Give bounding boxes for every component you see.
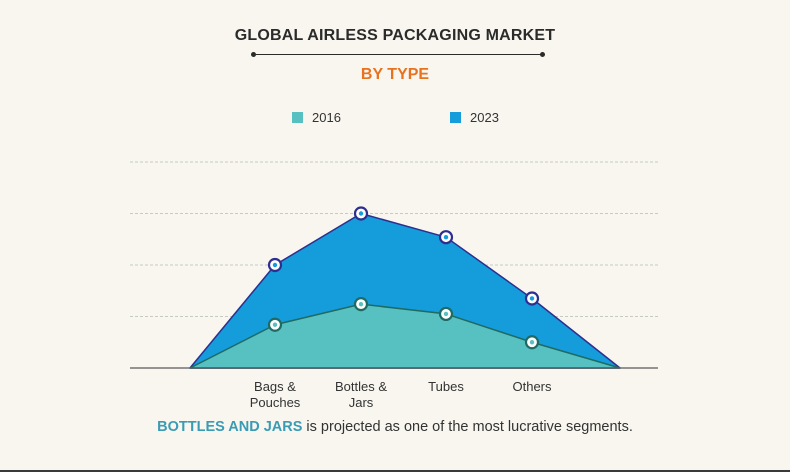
legend-item-2016: 2016 xyxy=(292,110,341,125)
x-tick-label-0-line-0: Bags & xyxy=(254,379,296,394)
x-tick-label-0: Bags & Pouches xyxy=(220,379,330,411)
legend: 2016 2023 xyxy=(0,110,790,126)
x-tick-label-2: Tubes xyxy=(391,379,501,395)
title-divider xyxy=(251,52,545,57)
point-center-2016-1 xyxy=(358,301,364,307)
point-center-2023-1 xyxy=(358,211,364,216)
bottom-border xyxy=(0,470,790,472)
legend-label-2023: 2023 xyxy=(470,110,499,125)
x-tick-label-1: Bottles & Jars xyxy=(306,379,416,411)
caption-text: is projected as one of the most lucrativ… xyxy=(302,419,633,435)
chart-subtitle: BY TYPE xyxy=(360,66,430,83)
caption: BOTTLES AND JARS is projected as one of … xyxy=(0,419,790,435)
point-center-2023-3 xyxy=(529,296,535,301)
point-center-2016-0 xyxy=(272,322,278,327)
point-center-2023-0 xyxy=(272,262,278,268)
point-center-2023-2 xyxy=(443,234,449,240)
chart-title: GLOBAL AIRLESS PACKAGING MARKET xyxy=(234,27,556,44)
x-tick-label-3-line-0: Others xyxy=(512,379,552,394)
caption-highlight: BOTTLES AND JARS xyxy=(157,419,303,435)
legend-item-2023: 2023 xyxy=(450,110,499,125)
x-tick-label-3: Others xyxy=(477,379,587,395)
point-center-2016-3 xyxy=(529,340,535,345)
legend-swatch-2016 xyxy=(292,112,303,123)
x-tick-label-1-line-0: Bottles & xyxy=(334,379,388,394)
legend-swatch-2023 xyxy=(450,112,461,123)
legend-label-2016: 2016 xyxy=(312,110,341,125)
x-tick-label-0-line-1: Pouches xyxy=(249,395,301,410)
x-tick-label-2-line-0: Tubes xyxy=(428,379,464,394)
x-tick-label-1-line-1: Jars xyxy=(348,395,374,410)
point-center-2016-2 xyxy=(443,311,449,317)
